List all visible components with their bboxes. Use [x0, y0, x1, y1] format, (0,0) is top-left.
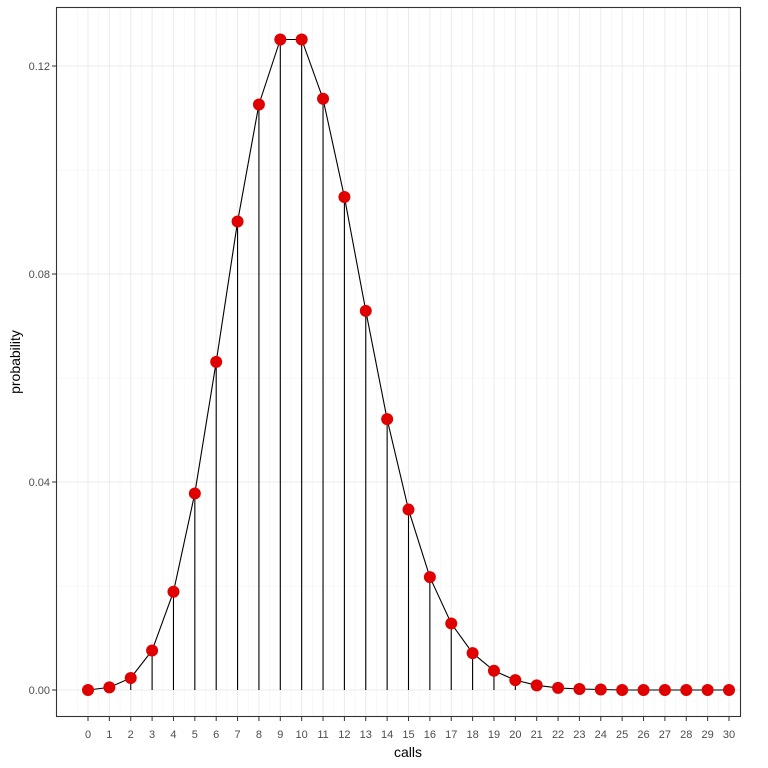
y-axis-title: probability	[7, 330, 23, 394]
probability-point	[402, 503, 415, 516]
probability-point	[167, 585, 180, 598]
probability-point	[317, 92, 330, 105]
probability-point	[295, 33, 308, 46]
y-axis: 0.00 0.04 0.08 0.12	[29, 61, 56, 697]
probability-point	[466, 647, 479, 660]
x-tick-label: 27	[659, 729, 671, 741]
x-tick-label: 29	[702, 729, 714, 741]
x-tick-label: 15	[402, 729, 414, 741]
probability-point	[423, 571, 436, 584]
probability-point	[487, 664, 500, 677]
probability-point	[252, 98, 265, 111]
probability-point	[231, 215, 244, 228]
probability-points	[82, 33, 735, 696]
x-tick-label: 17	[445, 729, 457, 741]
x-tick-label: 3	[149, 729, 155, 741]
x-tick-label: 0	[85, 729, 91, 741]
x-tick-label: 22	[552, 729, 564, 741]
x-tick-label: 13	[360, 729, 372, 741]
x-tick-label: 19	[488, 729, 500, 741]
x-tick-label: 12	[338, 729, 350, 741]
x-tick-label: 24	[595, 729, 607, 741]
y-tick-label: 0.12	[29, 61, 50, 73]
x-tick-label: 1	[106, 729, 112, 741]
x-tick-label: 23	[573, 729, 585, 741]
probability-point	[701, 684, 714, 696]
x-tick-label: 10	[296, 729, 308, 741]
y-tick-label: 0.00	[29, 685, 50, 697]
x-tick-label: 26	[637, 729, 649, 741]
probability-point	[723, 684, 735, 696]
probability-point	[573, 682, 586, 695]
probability-point	[381, 413, 394, 426]
minor-gridlines	[57, 8, 740, 716]
probability-point	[188, 487, 201, 500]
probability-point	[509, 674, 522, 687]
x-tick-label: 6	[213, 729, 219, 741]
probability-point	[616, 684, 629, 696]
x-tick-label: 16	[424, 729, 436, 741]
x-axis-title: calls	[394, 744, 422, 760]
probability-point	[82, 684, 94, 696]
probability-point	[658, 684, 671, 696]
x-tick-label: 5	[192, 729, 198, 741]
x-tick-label: 30	[723, 729, 735, 741]
x-axis: 0 1 2 3 4 5 6 7 8 9 10 11 12 13 14 15 16 17 18 19 20 21 22 23 24…	[85, 717, 735, 741]
probability-point	[637, 684, 650, 696]
probability-point	[338, 191, 351, 204]
y-tick-label: 0.04	[29, 477, 50, 489]
plot-panel-border	[55, 6, 742, 718]
probability-point	[680, 684, 693, 696]
y-tick-label: 0.08	[29, 269, 50, 281]
probability-point	[274, 33, 287, 46]
probability-point	[210, 355, 223, 368]
x-tick-label: 21	[531, 729, 543, 741]
probability-point	[146, 644, 159, 657]
probability-point	[359, 304, 372, 317]
x-tick-label: 28	[680, 729, 692, 741]
x-tick-label: 7	[235, 729, 241, 741]
x-tick-label: 8	[256, 729, 262, 741]
x-tick-label: 20	[509, 729, 521, 741]
major-gridlines	[57, 8, 740, 716]
x-tick-label: 11	[317, 729, 328, 741]
probability-point	[552, 681, 565, 694]
probability-point	[124, 672, 137, 685]
x-tick-label: 9	[277, 729, 283, 741]
probability-point	[530, 679, 543, 692]
probability-stems	[108, 39, 602, 690]
x-tick-label: 4	[170, 729, 176, 741]
x-tick-label: 25	[616, 729, 628, 741]
x-tick-label: 14	[381, 729, 393, 741]
x-tick-label: 18	[466, 729, 478, 741]
x-tick-label: 2	[128, 729, 134, 741]
probability-point	[445, 617, 458, 630]
probability-point	[594, 683, 607, 696]
probability-point	[103, 681, 116, 694]
